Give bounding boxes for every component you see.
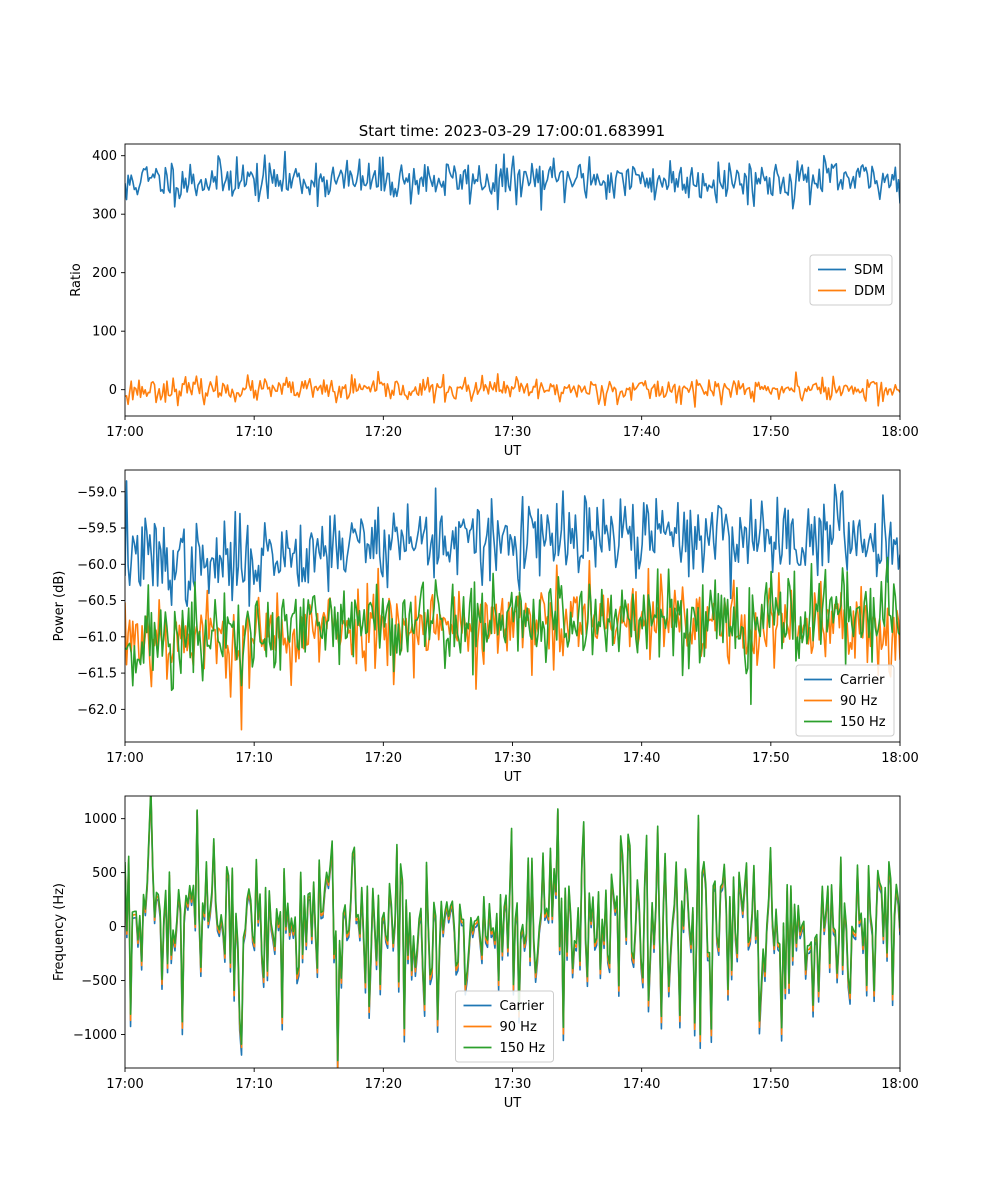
x-tick-label: 17:10 [235,425,272,440]
x-tick-label: 17:50 [752,751,789,766]
y-tick-label: −500 [81,974,117,989]
figure-title: Start time: 2023-03-29 17:00:01.683991 [359,122,665,140]
y-tick-label: −60.5 [77,594,117,609]
y-axis-label: Power (dB) [52,571,67,642]
legend: Carrier 90 Hz 150 Hz [795,664,895,737]
y-tick-label: −59.0 [77,485,117,500]
series-line-ddm [125,370,900,408]
y-tick-label: −61.5 [77,667,117,682]
x-axis-label: UT [504,444,522,459]
x-tick-label: 17:20 [365,1077,402,1092]
series-line-sdm [125,150,900,211]
legend-box [795,664,895,737]
x-tick-label: 17:20 [365,425,402,440]
x-tick-label: 17:00 [106,425,143,440]
y-axis-label: Frequency (Hz) [52,883,67,981]
x-axis-label: UT [504,770,522,785]
x-tick-label: 17:50 [752,1077,789,1092]
x-tick-label: 17:30 [494,1077,531,1092]
legend-box [455,990,554,1063]
y-tick-label: 1000 [84,812,117,827]
y-tick-label: 500 [92,866,117,881]
y-axis-label: Ratio [69,263,84,296]
y-tick-label: 300 [92,208,117,223]
x-tick-label: 17:10 [235,751,272,766]
y-tick-label: −60.0 [77,558,117,573]
series-line-carrier [125,480,900,608]
legend-label: 90 Hz [500,1020,537,1035]
legend-box [809,254,893,306]
x-tick-label: 17:00 [106,751,143,766]
chart-panel-1: 17:00 17:10 17:20 17:30 17:40 17:50 18:00 0 100 2… [69,143,919,459]
x-tick-label: 17:10 [235,1077,272,1092]
x-tick-label: 17:50 [752,425,789,440]
x-tick-label: 17:40 [623,751,660,766]
legend-label: 150 Hz [840,715,886,730]
chart-panel-3: 17:00 17:10 17:20 17:30 17:40 17:50 18:00 −1000… [52,795,919,1111]
x-tick-label: 17:40 [623,1077,660,1092]
legend: Carrier 90 Hz 150 Hz [455,990,554,1063]
y-tick-label: 100 [92,325,117,340]
legend-label: SDM [854,263,883,278]
x-tick-label: 18:00 [881,425,918,440]
legend: SDM DDM [809,254,893,306]
y-tick-label: 200 [92,266,117,281]
y-tick-label: 400 [92,149,117,164]
legend-label: 150 Hz [500,1041,546,1056]
series-line-90-hz [125,559,900,731]
series-lines [125,796,900,1068]
chart-panels: 17:00 17:10 17:20 17:30 17:40 17:50 18:00 0 100 2… [52,143,919,1111]
y-tick-label: −62.0 [77,703,117,718]
x-tick-label: 17:40 [623,425,660,440]
series-line-150-hz [125,556,900,706]
series-lines [125,480,900,731]
y-tick-label: 0 [109,383,117,398]
y-tick-label: −1000 [73,1028,117,1043]
x-tick-label: 18:00 [881,1077,918,1092]
x-tick-label: 17:30 [494,751,531,766]
y-tick-label: −59.5 [77,522,117,537]
legend-label: DDM [854,284,885,299]
x-tick-label: 17:20 [365,751,402,766]
x-tick-label: 17:30 [494,425,531,440]
series-lines [125,150,900,408]
chart-panel-2: 17:00 17:10 17:20 17:30 17:40 17:50 18:00 −62.0… [52,469,919,785]
x-tick-label: 17:00 [106,1077,143,1092]
legend-label: Carrier [500,999,545,1014]
series-line-150-hz [125,796,900,1062]
legend-label: Carrier [840,673,885,688]
y-tick-label: 0 [109,920,117,935]
x-axis-label: UT [504,1096,522,1111]
legend-label: 90 Hz [840,694,877,709]
y-tick-label: −61.0 [77,630,117,645]
x-tick-label: 18:00 [881,751,918,766]
